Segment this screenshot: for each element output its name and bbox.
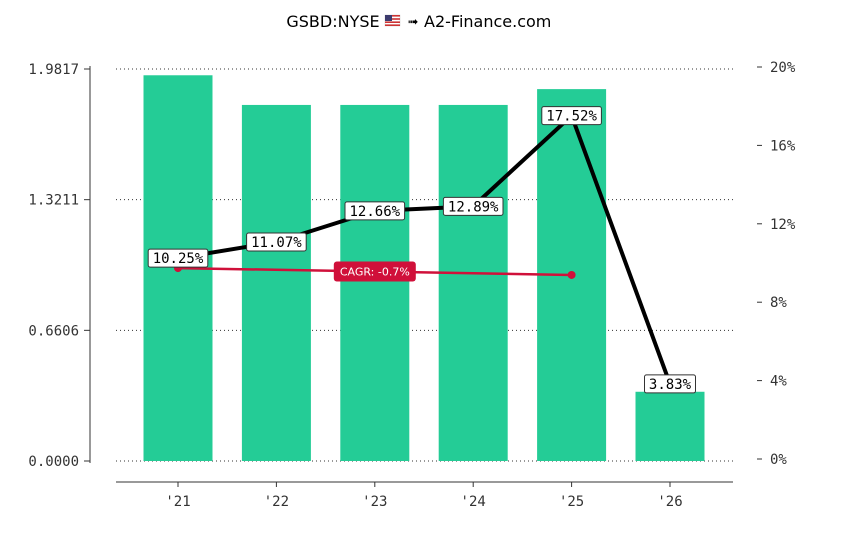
yield-label: 11.07%	[251, 235, 302, 251]
x-tick-label: '22	[264, 494, 289, 510]
right-tick-label: 4%	[770, 374, 787, 390]
cagr-badge	[333, 261, 416, 282]
x-tick-label: '26	[657, 494, 682, 510]
x-tick-label: '21	[165, 494, 190, 510]
left-tick-label: 1.9817	[28, 62, 79, 78]
yield-labels: 10.25% 11.07% 12.66% 12.89% 17.52% 3.83%	[147, 106, 696, 394]
cagr-line: CAGR: -0.7%	[174, 261, 576, 282]
left-tick-label: 0.0000	[28, 454, 79, 470]
yield-label: 17.52%	[546, 109, 597, 125]
right-tick-label: 0%	[770, 452, 787, 468]
arrow-right-icon: ➟	[408, 15, 419, 30]
gridlines	[116, 68, 733, 462]
chart-title: GSBD:NYSE ➟ A2-Finance.com	[286, 12, 551, 31]
axes	[89, 66, 733, 483]
cagr-end-point	[567, 270, 576, 279]
x-tick-label: '24	[461, 494, 486, 510]
bar	[340, 104, 410, 461]
right-tick-label: 8%	[770, 295, 787, 311]
yield-label-box	[644, 374, 696, 394]
right-axis-ticks: 0% 4% 8% 12% 16% 20%	[757, 60, 796, 468]
yield-label-box	[541, 106, 602, 126]
left-tick-label: 1.3211	[28, 193, 79, 209]
x-tick-label: '25	[559, 494, 584, 510]
left-axis-ticks: 0.0000 0.6606 1.3211 1.9817	[28, 62, 90, 470]
us-flag-icon	[384, 14, 401, 27]
yield-label: 12.89%	[448, 199, 499, 215]
right-tick-label: 12%	[770, 217, 796, 233]
right-tick-label: 16%	[770, 138, 796, 154]
yield-label: 10.25%	[153, 251, 204, 267]
x-axis-ticks: '21 '22 '23 '24 '25 '26	[165, 482, 683, 510]
right-tick-label: 20%	[770, 60, 796, 76]
title-source: A2-Finance.com	[424, 12, 551, 31]
yield-label-box	[147, 248, 209, 268]
yield-label: 12.66%	[350, 204, 401, 220]
x-tick-label: '23	[362, 494, 387, 510]
bar	[241, 104, 311, 461]
bar	[438, 104, 508, 461]
title-ticker: GSBD:NYSE	[286, 12, 379, 31]
yield-label-box	[344, 201, 406, 221]
left-tick-label: 0.6606	[28, 323, 79, 339]
cagr-label: CAGR: -0.7%	[340, 266, 410, 279]
yield-label-box	[442, 196, 504, 216]
yield-label-box	[246, 232, 307, 252]
yield-label: 3.83%	[649, 377, 692, 393]
bar	[635, 391, 705, 461]
